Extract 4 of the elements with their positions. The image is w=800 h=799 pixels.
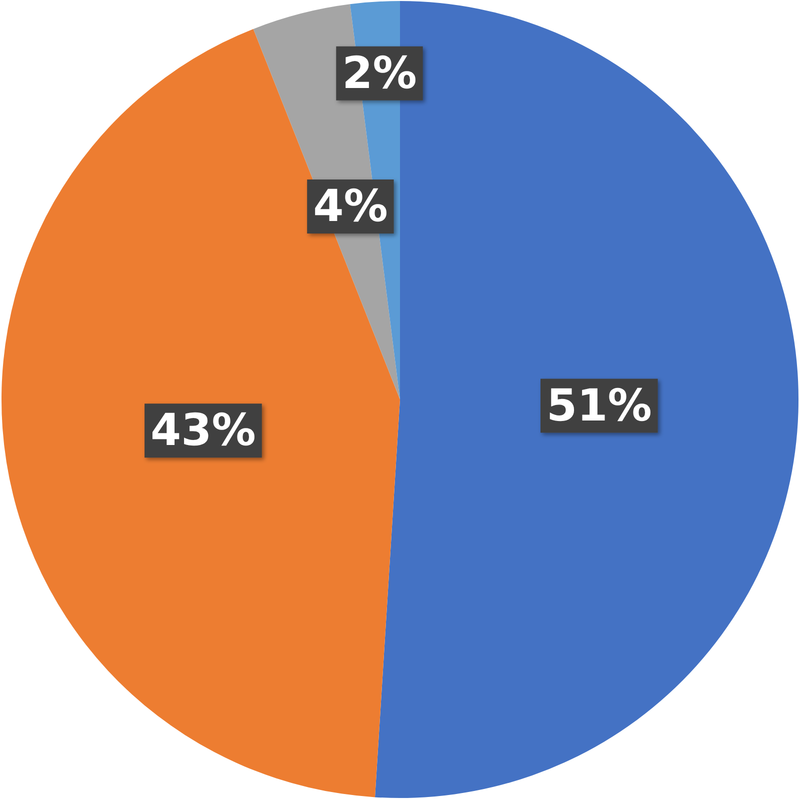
data-label: 2% [342,48,417,99]
data-label: 51% [546,380,652,432]
data-label: 4% [313,181,388,232]
data-label: 43% [150,405,256,456]
